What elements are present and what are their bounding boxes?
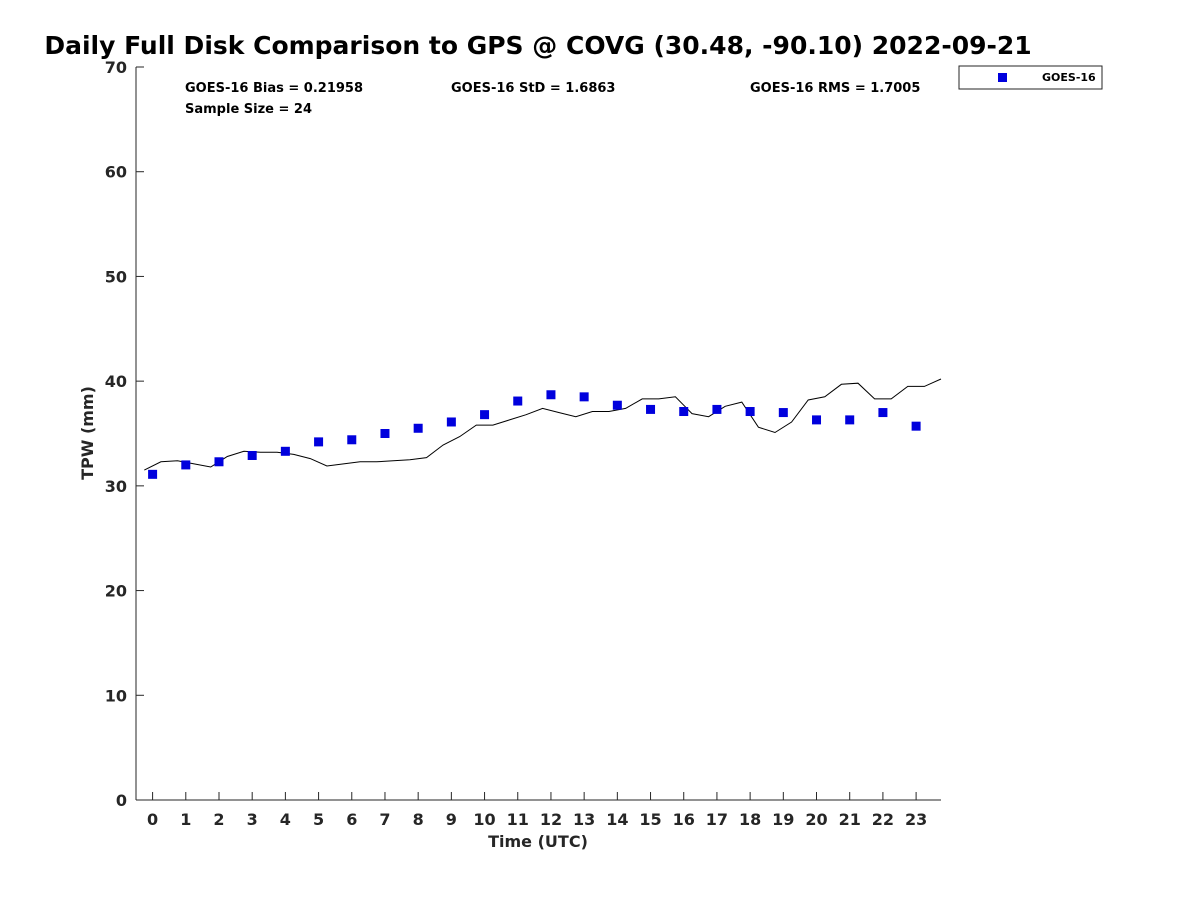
x-tick-label: 19 [772,810,794,829]
x-tick-label: 17 [706,810,728,829]
goes16-data-point [845,415,855,425]
x-tick-label: 18 [739,810,761,829]
gps-tpw-line [144,378,942,471]
goes16-data-point [878,408,888,418]
x-tick-label: 13 [573,810,595,829]
x-tick-label: 10 [473,810,495,829]
y-tick-label: 40 [105,372,127,391]
std-stat: GOES-16 StD = 1.6863 [451,81,615,96]
x-tick-label: 5 [313,810,324,829]
goes16-points-layer [148,390,921,479]
goes16-data-point [546,390,556,400]
goes16-data-point [513,396,523,406]
y-tick-label: 10 [105,686,127,705]
y-tick-label: 0 [116,791,127,810]
goes16-data-point [446,417,456,427]
goes16-data-point [181,460,191,470]
x-tick-label: 16 [673,810,695,829]
goes16-data-point [314,437,324,447]
goes16-data-point [148,469,158,479]
plot-area [136,67,941,800]
y-tick-label: 60 [105,163,127,182]
x-tick-label: 12 [540,810,562,829]
rms-stat: GOES-16 RMS = 1.7005 [750,81,920,96]
goes16-data-point [579,392,589,402]
x-axis-ticks: 0 1 2 3 4 5 6 7 8 9 10 11 12 13 14 15 16 17 18 19 20 21 22 23 [147,792,927,829]
x-tick-label: 11 [507,810,529,829]
goes16-data-point [280,446,290,456]
x-tick-label: 2 [213,810,224,829]
goes16-data-point [778,408,788,418]
x-tick-label: 3 [247,810,258,829]
goes16-data-point [214,457,224,467]
legend-label-goes16: GOES-16 [1042,71,1096,84]
y-axis-ticks: 0 10 20 30 40 50 60 70 [105,58,144,810]
x-tick-label: 22 [872,810,894,829]
x-tick-label: 1 [180,810,191,829]
goes16-data-point [745,407,755,417]
y-tick-label: 30 [105,477,127,496]
x-tick-label: 14 [606,810,628,829]
goes16-data-point [612,400,622,410]
x-axis-label: Time (UTC) [488,832,588,851]
x-tick-label: 15 [639,810,661,829]
legend-marker-goes16 [998,73,1007,82]
x-tick-label: 21 [839,810,861,829]
x-tick-label: 20 [805,810,827,829]
gps-line-layer [144,378,942,471]
goes16-data-point [679,407,689,417]
x-tick-label: 6 [346,810,357,829]
y-axis-label: TPW (mm) [78,386,97,480]
goes16-data-point [247,450,257,460]
goes16-data-point [380,429,390,438]
legend: GOES-16 [958,65,1103,90]
goes16-data-point [812,415,822,425]
goes16-data-point [911,421,921,431]
goes16-data-point [347,435,357,445]
y-tick-label: 70 [105,58,127,77]
x-tick-label: 0 [147,810,158,829]
chart-title: Daily Full Disk Comparison to GPS @ COVG… [44,31,1031,60]
y-tick-label: 20 [105,582,127,601]
legend-box [958,65,1103,90]
x-tick-label: 9 [446,810,457,829]
y-tick-label: 50 [105,267,127,286]
x-tick-label: 4 [280,810,291,829]
x-tick-label: 23 [905,810,927,829]
goes16-data-point [480,410,490,420]
x-tick-label: 8 [413,810,424,829]
x-tick-label: 7 [379,810,390,829]
goes16-data-point [712,404,722,414]
goes16-data-point [646,404,656,414]
goes16-data-point [413,423,423,433]
sample-size-stat: Sample Size = 24 [185,102,312,117]
bias-stat: GOES-16 Bias = 0.21958 [185,81,363,96]
